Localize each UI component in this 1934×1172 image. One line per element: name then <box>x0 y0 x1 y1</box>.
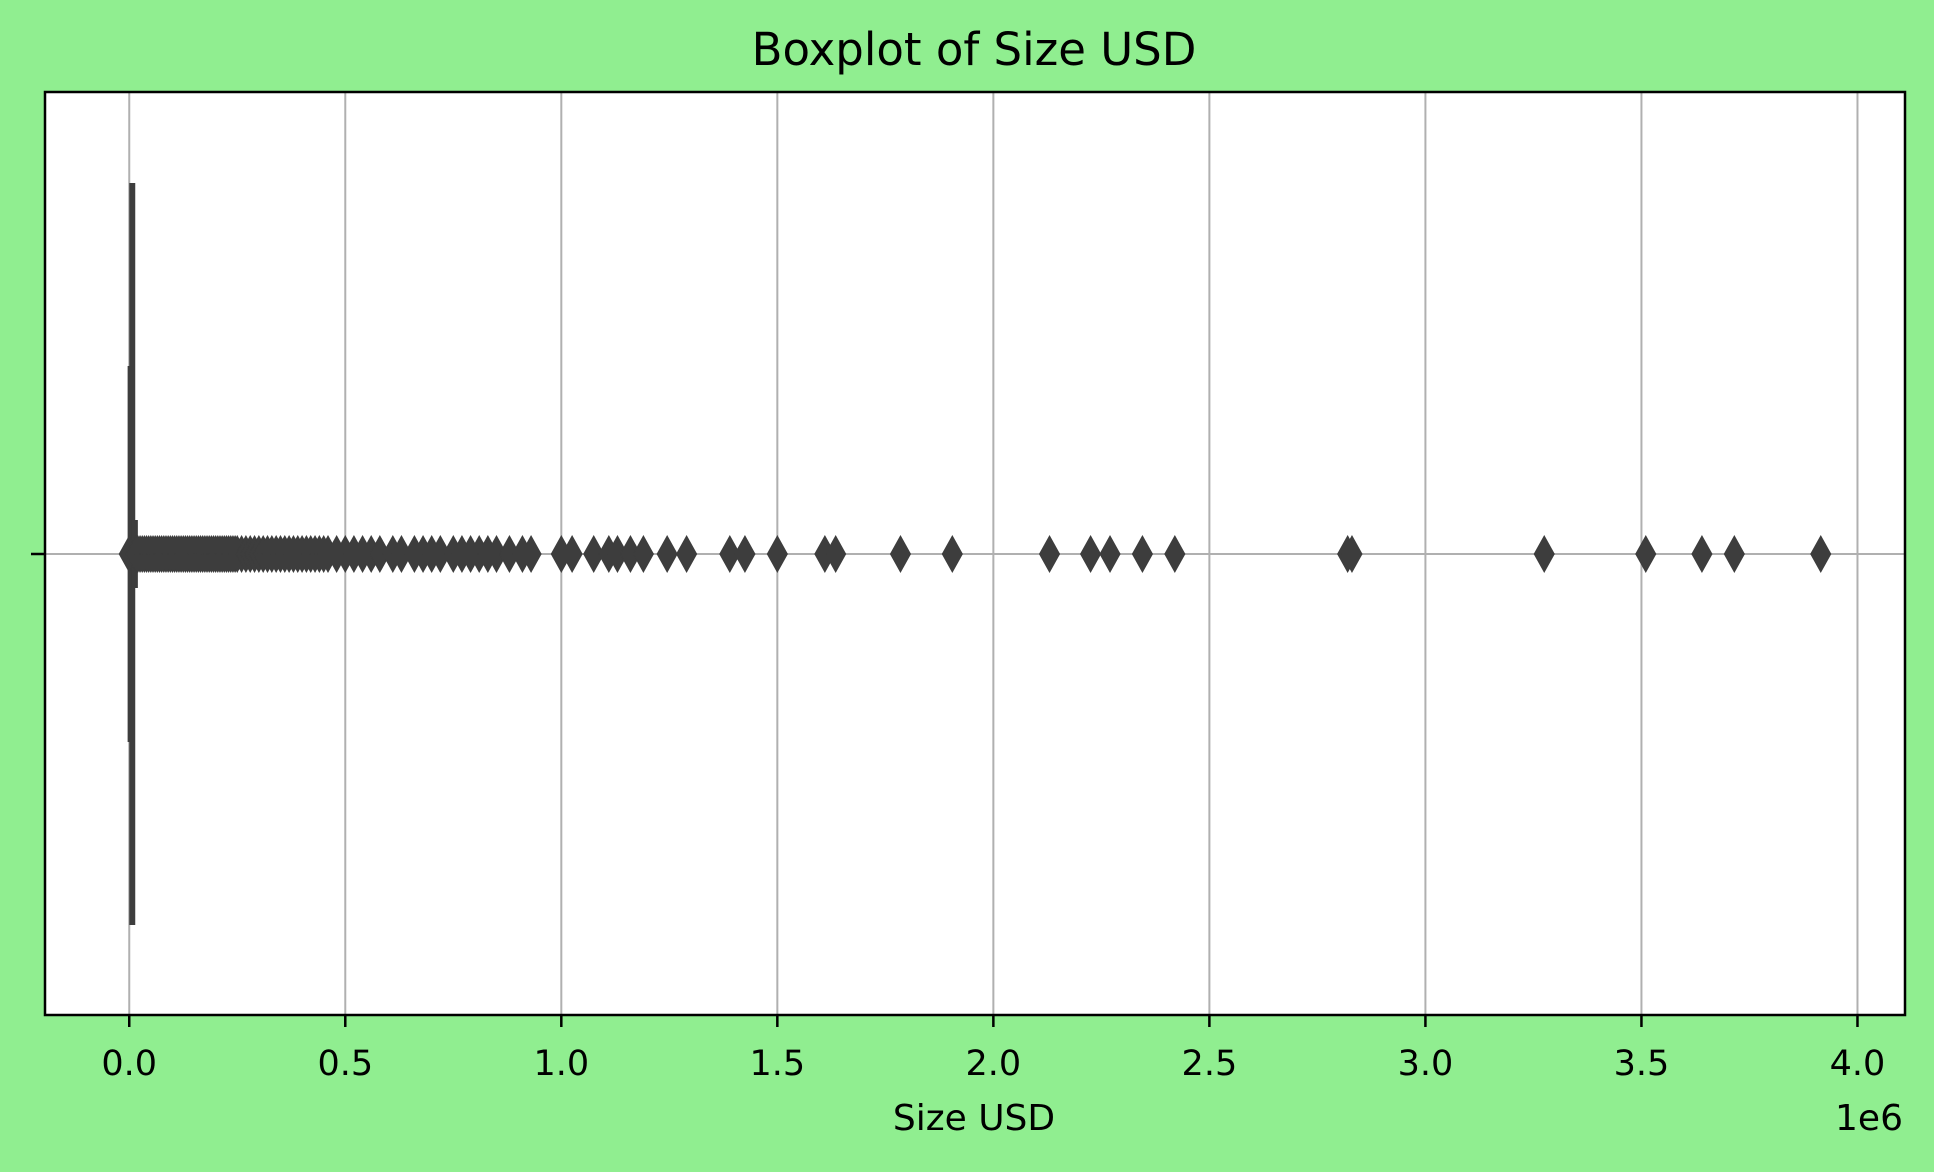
outlier-point <box>1691 534 1713 574</box>
outlier-point <box>1080 534 1102 574</box>
outlier-point <box>1131 534 1153 574</box>
outlier-point <box>1723 534 1745 574</box>
x-tick-label: 2.0 <box>966 1044 1022 1084</box>
x-tick-label: 0.5 <box>317 1044 373 1084</box>
x-tick-label: 3.0 <box>1398 1044 1454 1084</box>
x-tick-label: 3.5 <box>1614 1044 1670 1084</box>
x-tick-label: 1.5 <box>749 1044 805 1084</box>
outlier-point <box>1099 534 1121 574</box>
outlier-point <box>583 534 605 574</box>
x-tick-label: 2.5 <box>1182 1044 1238 1084</box>
outlier-point <box>1810 534 1832 574</box>
outlier-point <box>520 534 542 574</box>
outlier-point <box>719 534 741 574</box>
chart-title: Boxplot of Size USD <box>752 23 1197 76</box>
outlier-point <box>825 534 847 574</box>
outlier-point <box>1164 534 1186 574</box>
outlier-point <box>676 534 698 574</box>
outlier-point <box>632 534 654 574</box>
x-axis-multiplier: 1e6 <box>1835 1098 1903 1139</box>
outlier-point <box>1341 534 1363 574</box>
x-axis-label: Size USD <box>893 1098 1055 1139</box>
outlier-point <box>1635 534 1657 574</box>
x-axis-ticks: 0.0 0.5 1.0 1.5 2.0 2.5 3.0 3.5 4.0 <box>101 1015 1885 1084</box>
x-tick-label: 4.0 <box>1830 1044 1886 1084</box>
outliers-group <box>118 534 1832 574</box>
outlier-point <box>941 534 963 574</box>
outlier-point <box>1038 534 1061 574</box>
x-tick-label: 0.0 <box>101 1044 157 1084</box>
outlier-point <box>656 534 678 574</box>
outlier-point <box>734 534 756 574</box>
outlier-point <box>1533 534 1555 574</box>
outlier-point <box>889 534 912 574</box>
x-tick-label: 1.0 <box>533 1044 589 1084</box>
outlier-point <box>766 534 788 574</box>
outlier-point <box>561 534 583 574</box>
